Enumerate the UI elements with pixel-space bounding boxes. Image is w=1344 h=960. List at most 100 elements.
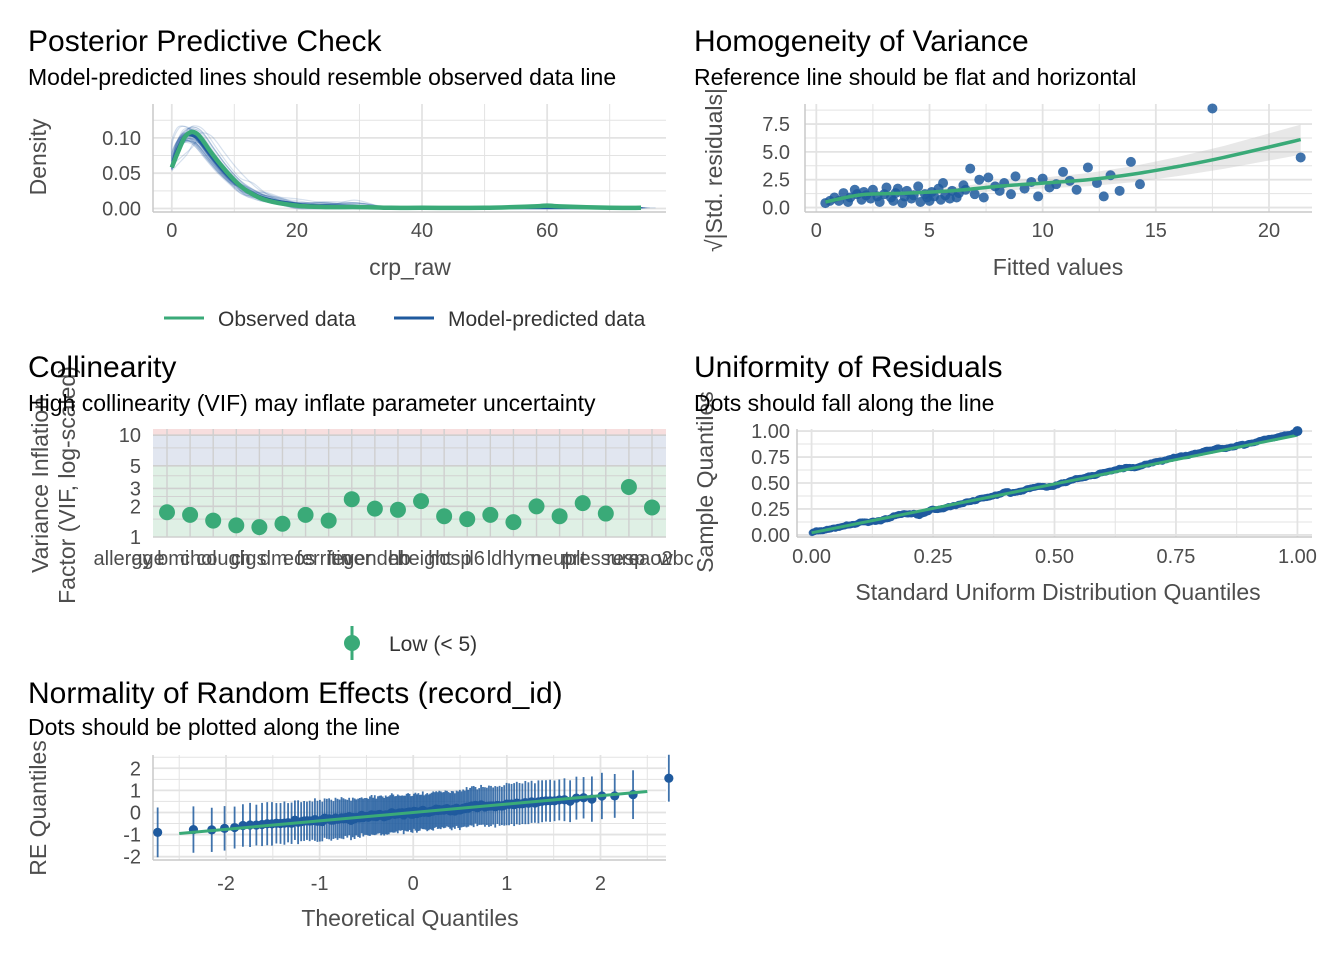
vif-point — [205, 512, 222, 529]
homog-grid — [804, 104, 1312, 213]
predicted-draw-line — [171, 134, 644, 209]
residual-point — [1098, 191, 1109, 202]
uniform-reference-line — [811, 433, 1298, 535]
vif-term-labels: allergyagebmicholcoughcigsdmeosferritinf… — [94, 548, 694, 570]
x-tick-label: 0 — [166, 220, 177, 242]
residual-point — [874, 196, 885, 207]
homog-title: Homogeneity of Variance — [694, 25, 1029, 58]
legend-predicted-label: Model-predicted data — [448, 308, 646, 331]
vif-point — [389, 501, 406, 518]
y-tick-label: 0.0 — [762, 198, 790, 220]
predicted-draw-line — [171, 133, 642, 210]
y-tick-label: 0.05 — [102, 163, 141, 185]
legend-low-label: Low (< 5) — [389, 633, 477, 656]
x-tick-label: 20 — [286, 220, 308, 242]
vif-term-label: eos — [283, 548, 315, 570]
y-tick-label: 1.00 — [751, 421, 790, 443]
y-tick-label: 0.00 — [102, 198, 141, 220]
legend-low-dot — [344, 635, 360, 651]
predicted-mean-line — [170, 133, 641, 210]
vif-term-label: pressure — [562, 548, 640, 570]
predicted-draw-line — [171, 133, 638, 209]
vif-term-label: cigs — [231, 548, 267, 570]
ppc-subtitle: Model-predicted lines should resemble ob… — [28, 64, 616, 90]
homog-ylabel: √|Std. residuals| — [701, 88, 727, 252]
x-tick-label: 60 — [536, 220, 558, 242]
y-tick-label: 0.75 — [751, 447, 790, 469]
vif-legend: Low (< 5) — [344, 626, 477, 660]
re-marks — [153, 754, 674, 858]
y-tick-label: 0 — [130, 802, 141, 824]
vif-point — [528, 498, 545, 515]
residual-point — [974, 174, 985, 185]
homog-xlabel: Fitted values — [993, 254, 1123, 280]
residual-point — [1033, 191, 1044, 202]
x-tick-label: 1.00 — [1278, 546, 1317, 568]
x-tick-label: 15 — [1145, 220, 1167, 242]
vif-term-label: wbc — [657, 548, 694, 570]
vif-point — [251, 519, 268, 536]
predicted-draw-line — [171, 133, 641, 209]
ppc-marks — [169, 125, 656, 211]
x-tick-label: 2 — [595, 873, 606, 895]
vif-title: Collinearity — [28, 351, 176, 384]
predicted-draw-line — [171, 127, 640, 209]
vif-term-label: chol — [180, 548, 217, 570]
vif-term-label: gender — [343, 548, 406, 570]
vif-zone — [153, 429, 666, 436]
y-tick-label: -1 — [123, 825, 141, 847]
y-tick-label: 0.50 — [751, 473, 790, 495]
ppc-legend: Observed data Model-predicted data — [164, 308, 646, 331]
vif-point — [551, 508, 568, 525]
residual-point — [1114, 185, 1125, 196]
homog-subtitle: Reference line should be flat and horizo… — [694, 64, 1136, 90]
vif-term-label: il6 — [465, 548, 485, 570]
legend-observed-label: Observed data — [218, 308, 356, 331]
y-tick-label: 0.10 — [102, 128, 141, 150]
vif-point — [228, 517, 245, 534]
unif-marks — [808, 426, 1303, 537]
predicted-draw-line — [171, 134, 643, 209]
y-tick-label: 10 — [119, 425, 141, 447]
x-tick-label: 0.00 — [792, 546, 831, 568]
vif-point — [644, 499, 660, 516]
vif-point — [343, 491, 360, 508]
residual-point — [965, 163, 976, 174]
re-point — [153, 827, 163, 837]
x-tick-label: 0.25 — [914, 546, 953, 568]
vif-point — [274, 515, 291, 532]
vif-subtitle: High collinearity (VIF) may inflate para… — [28, 390, 596, 416]
vif-term-label: bmi — [157, 548, 189, 570]
vif-zone — [153, 435, 666, 466]
predicted-draw-line — [171, 132, 641, 209]
predicted-draw-line — [171, 134, 643, 209]
re-title: Normality of Random Effects (record_id) — [28, 677, 563, 710]
residual-quantile-point — [1292, 426, 1303, 437]
predicted-draw-line — [171, 133, 640, 210]
x-tick-label: 0 — [811, 220, 822, 242]
residual-point — [1005, 189, 1016, 200]
residual-point — [983, 172, 994, 183]
vif-ylabel-line1: Variance Inflation — [27, 397, 53, 573]
y-tick-label: 0.25 — [751, 499, 790, 521]
residual-point — [888, 195, 899, 206]
re-point — [664, 773, 674, 783]
residual-point — [994, 185, 1005, 196]
homog-marks — [820, 103, 1306, 209]
residual-point — [938, 178, 949, 189]
y-tick-label: 1 — [130, 527, 141, 549]
unif-ticks: 0.00 0.25 0.50 0.75 1.00 0.00 0.25 0.50 0.75 1.00 — [751, 421, 1317, 568]
predicted-draw-line — [171, 132, 639, 209]
re-xlabel: Theoretical Quantiles — [301, 905, 518, 931]
y-tick-label: 5.0 — [762, 142, 790, 164]
residual-point — [1082, 162, 1093, 173]
vif-point — [297, 506, 314, 523]
predicted-draw-line — [171, 131, 639, 209]
ppc-panel: Posterior Predictive Check Model-predict… — [25, 25, 666, 331]
vif-term-label: sao2 — [629, 548, 672, 570]
re-reference-line — [179, 790, 648, 835]
vif-term-label: lym — [510, 548, 541, 570]
vif-term-label: ldh — [487, 548, 514, 570]
